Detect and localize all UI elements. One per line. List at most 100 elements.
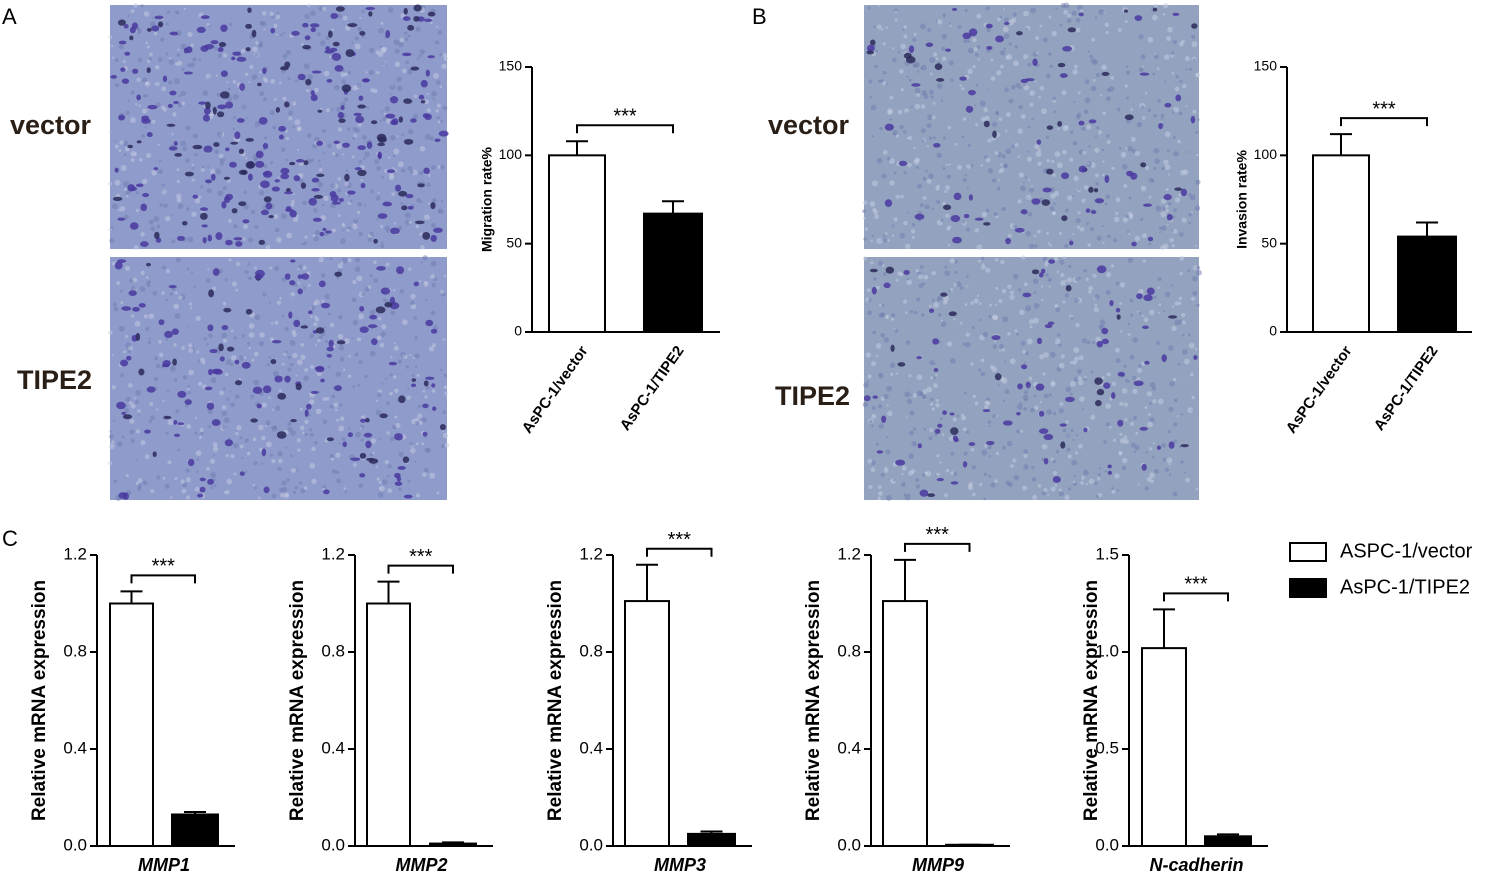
texture [1174,319,1181,326]
texture [270,322,274,325]
texture [948,22,951,25]
texture [1074,64,1078,69]
texture [401,319,408,326]
texture [868,79,873,84]
texture [1063,9,1069,15]
cell [1131,241,1137,247]
texture [904,391,911,398]
texture [932,101,936,105]
texture [1078,188,1081,191]
texture [153,216,160,222]
texture [972,37,977,43]
cell [271,340,282,344]
texture [178,94,182,98]
texture [935,373,938,377]
texture [1068,264,1072,269]
texture [1012,224,1018,229]
cell [347,23,358,28]
texture [1177,139,1181,144]
texture [926,178,932,184]
texture [1057,333,1061,337]
texture [987,420,992,424]
cell [911,83,921,87]
texture [1121,388,1128,394]
cell [1052,476,1061,483]
texture [936,454,940,458]
error-bar [1217,833,1239,837]
texture [160,37,165,42]
texture [309,307,312,310]
texture [127,14,130,18]
texture [1194,205,1201,211]
texture [1178,445,1182,448]
cell [371,338,378,346]
texture [1190,296,1196,301]
texture [142,178,148,185]
cell [1152,7,1158,12]
texture [245,157,248,160]
cell [236,56,247,62]
cell [962,461,968,468]
texture [875,285,880,290]
texture [906,279,913,286]
texture [930,95,934,99]
texture [1037,161,1042,166]
texture [988,424,991,427]
texture [881,303,885,308]
texture [1177,363,1181,366]
texture [878,303,882,307]
texture [1173,422,1178,427]
texture [123,408,130,414]
texture [908,453,914,460]
texture [414,421,420,426]
cell [200,212,208,220]
cell [439,423,446,431]
texture [886,156,891,161]
texture [1134,444,1140,451]
cell [919,489,929,497]
texture [370,438,376,444]
cell [300,273,310,280]
texture [1105,31,1109,35]
texture [390,134,396,141]
texture [376,165,382,171]
texture [303,63,310,70]
texture [377,492,384,498]
texture [1086,161,1092,168]
cell [158,319,165,326]
texture [1018,86,1023,90]
texture [1067,454,1072,459]
texture [191,178,195,182]
texture [1118,147,1122,150]
cell [142,192,150,198]
texture [110,226,114,230]
texture [360,415,366,420]
texture [869,200,876,207]
texture [145,41,149,45]
cell [118,40,127,45]
texture [919,203,924,208]
texture [929,402,934,406]
cell [187,458,195,467]
texture [863,382,869,388]
texture [169,292,173,296]
texture [911,440,918,447]
texture [867,458,873,464]
cell [953,192,962,201]
texture [296,126,302,132]
cell [1057,62,1066,68]
texture [905,311,908,315]
texture [196,470,199,473]
cell [430,202,436,210]
texture [295,79,298,83]
texture [358,231,363,237]
cell [1031,269,1040,275]
y-tick-label: 100 [1254,146,1278,162]
cell [1164,102,1172,108]
texture [935,403,940,408]
significance-bracket [904,542,971,552]
texture [960,415,967,421]
texture [244,438,250,443]
cell [985,440,995,446]
cell [373,238,378,244]
